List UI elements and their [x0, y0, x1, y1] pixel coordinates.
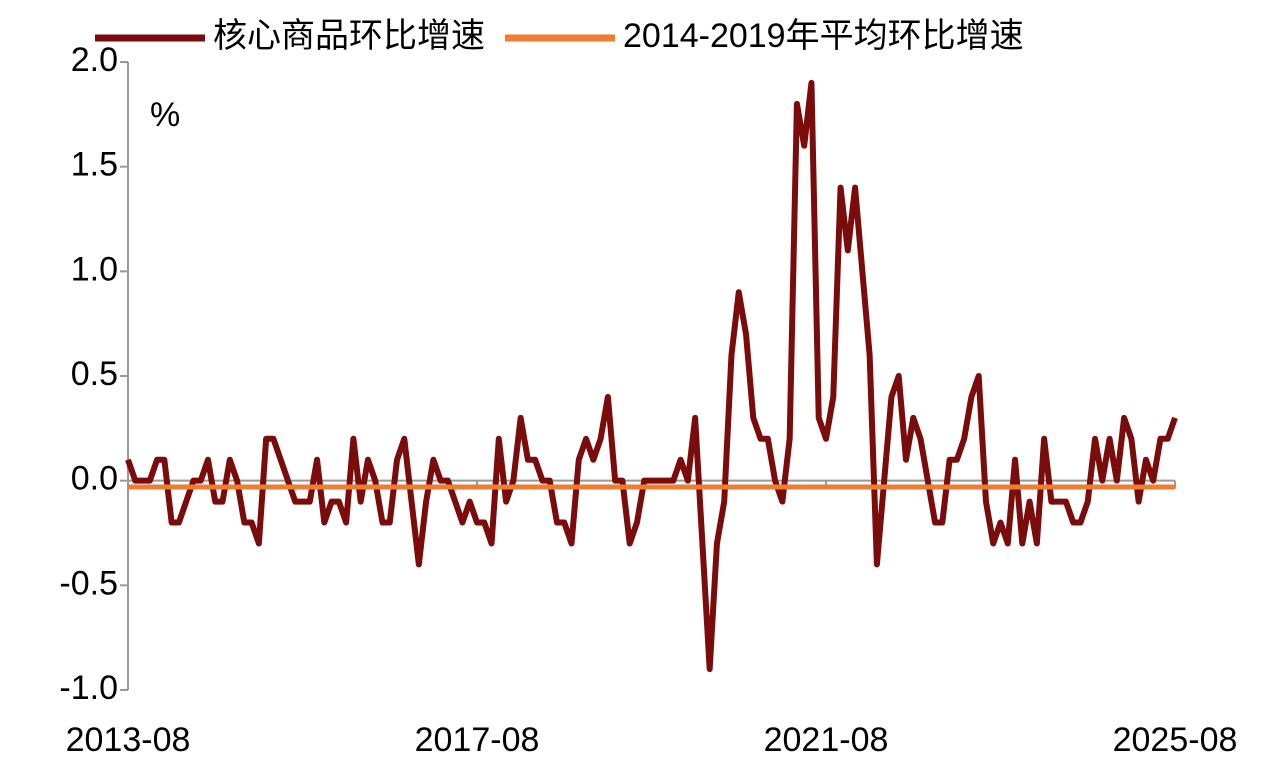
legend-label: 核心商品环比增速 [213, 17, 485, 55]
y-tick-label: 0.5 [71, 355, 118, 393]
y-tick-label: -0.5 [59, 564, 118, 602]
x-tick-label: 2013-08 [66, 721, 191, 759]
x-tick-label: 2025-08 [1113, 721, 1238, 759]
legend-label: 2014-2019年平均环比增速 [623, 17, 1024, 55]
series-line [125, 79, 1178, 673]
y-tick-label: 1.0 [71, 250, 118, 288]
x-tick-label: 2017-08 [415, 721, 540, 759]
x-tick-label: 2021-08 [764, 721, 889, 759]
y-tick-label: 2.0 [71, 41, 118, 79]
y-tick-label: 1.5 [71, 146, 118, 184]
y-tick-label: -1.0 [59, 669, 118, 707]
y-tick-label: 0.0 [71, 460, 118, 498]
y-unit-label: % [150, 96, 180, 134]
